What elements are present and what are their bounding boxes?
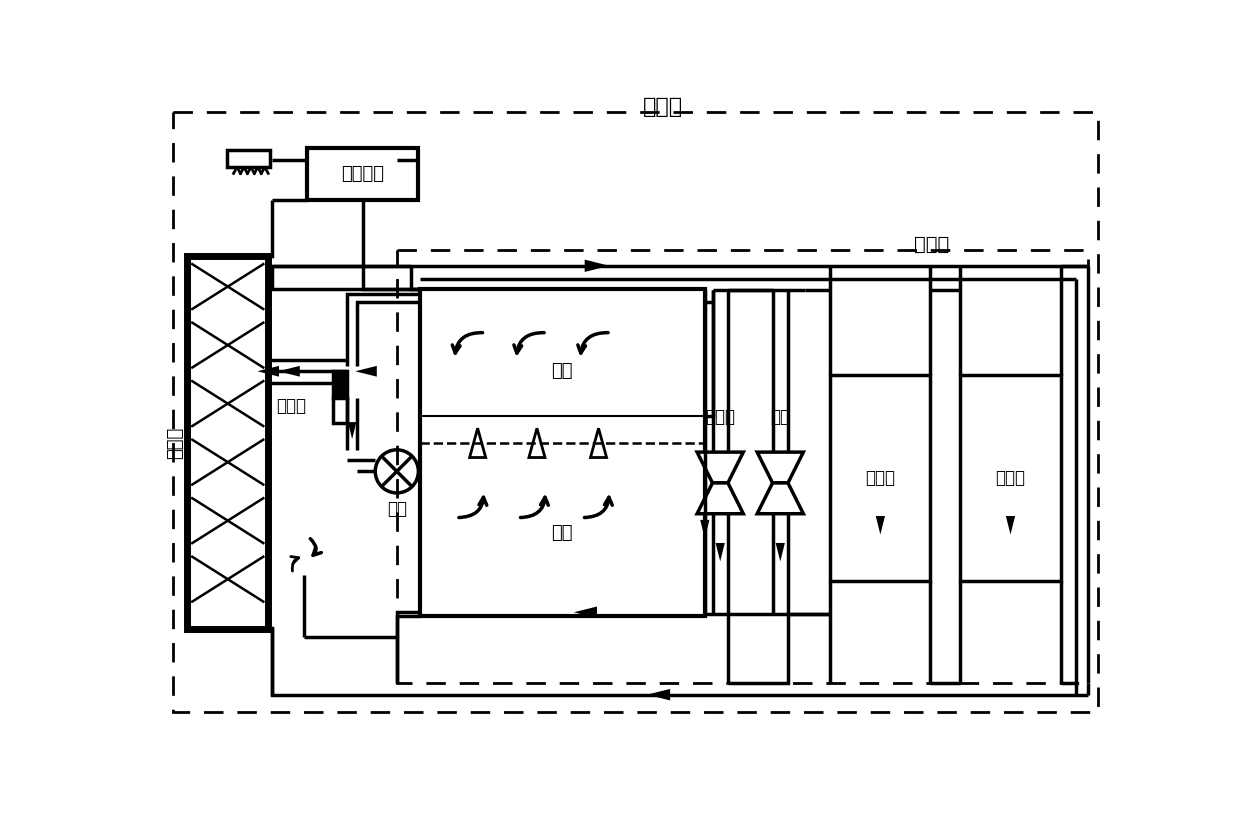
- Bar: [332, 371, 347, 398]
- Bar: [187, 255, 268, 629]
- Polygon shape: [1006, 516, 1016, 534]
- Text: 增压器: 增压器: [866, 469, 895, 487]
- Polygon shape: [258, 366, 279, 377]
- Bar: [306, 148, 418, 201]
- Polygon shape: [875, 516, 885, 534]
- Polygon shape: [278, 366, 300, 377]
- Bar: [397, 250, 1089, 683]
- Bar: [831, 375, 930, 582]
- Polygon shape: [585, 259, 609, 272]
- Text: 气节门: 气节门: [996, 469, 1025, 487]
- Text: 散热器: 散热器: [166, 427, 184, 459]
- Polygon shape: [348, 422, 356, 439]
- Bar: [332, 398, 347, 423]
- Polygon shape: [697, 452, 743, 483]
- Text: 大循环: 大循环: [642, 97, 682, 118]
- Text: 油冷器: 油冷器: [706, 409, 735, 427]
- Bar: [420, 289, 704, 616]
- Text: 缸盖: 缸盖: [552, 362, 573, 380]
- Polygon shape: [590, 428, 606, 458]
- Polygon shape: [647, 689, 670, 700]
- Polygon shape: [776, 543, 785, 561]
- Polygon shape: [697, 483, 743, 514]
- Polygon shape: [529, 428, 546, 458]
- Polygon shape: [715, 543, 725, 561]
- Text: 膨胀水壶: 膨胀水壶: [341, 165, 384, 183]
- Text: 节温器: 节温器: [277, 397, 306, 415]
- Polygon shape: [701, 520, 709, 539]
- Text: 暖风: 暖风: [770, 409, 790, 427]
- Text: 小循环: 小循环: [914, 235, 950, 254]
- Text: 缸体: 缸体: [552, 524, 573, 542]
- Polygon shape: [758, 483, 804, 514]
- Polygon shape: [758, 452, 804, 483]
- Bar: [227, 150, 270, 167]
- Polygon shape: [470, 428, 486, 458]
- Bar: [961, 375, 1060, 582]
- Text: 水泵: 水泵: [387, 500, 407, 518]
- Polygon shape: [355, 366, 377, 377]
- Polygon shape: [574, 606, 596, 618]
